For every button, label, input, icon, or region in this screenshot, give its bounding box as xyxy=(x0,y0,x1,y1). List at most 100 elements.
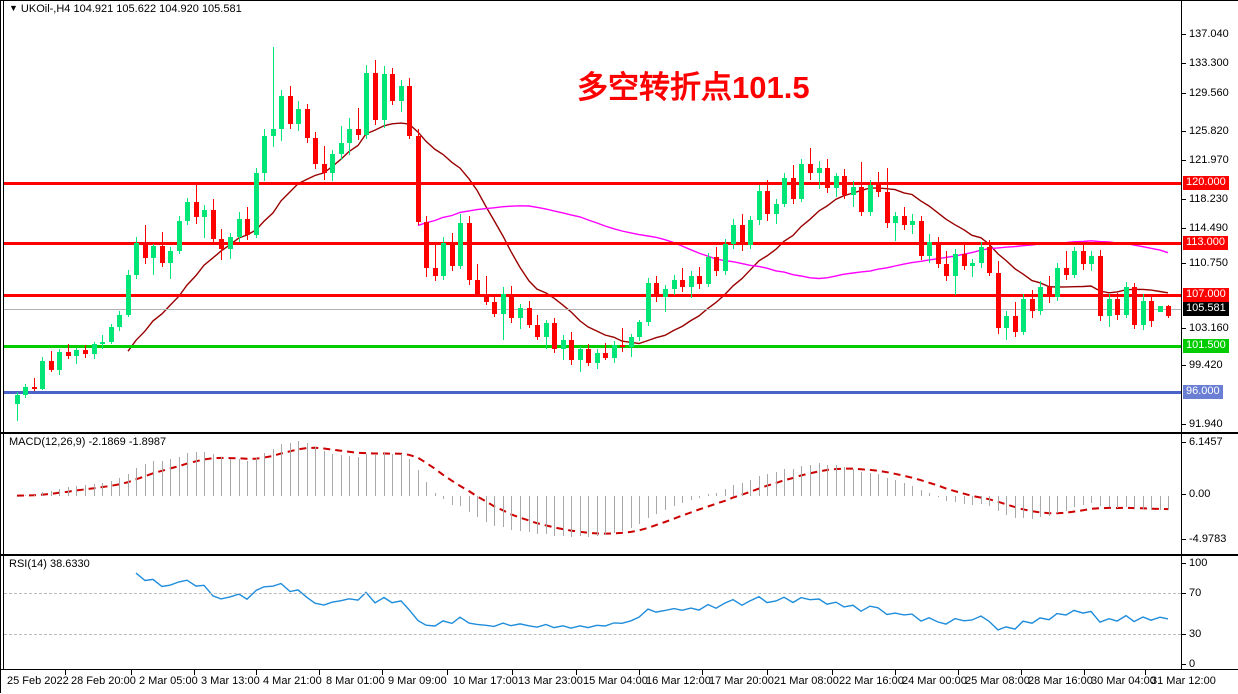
price-pane[interactable]: ▼ UKOil-,H4 104.921 105.622 104.920 105.5… xyxy=(1,1,1238,433)
time-axis-label: 15 Mar 04:00 xyxy=(583,675,648,687)
candle-body xyxy=(74,349,79,357)
candle-body xyxy=(458,222,463,267)
candle-body xyxy=(1158,305,1163,312)
candle-body xyxy=(330,153,335,173)
macd-histogram-bar xyxy=(699,495,700,498)
macd-plot-area[interactable] xyxy=(4,434,1181,554)
macd-histogram-bar xyxy=(230,458,231,496)
candle-body xyxy=(910,221,915,225)
time-axis[interactable]: 25 Feb 2022 28 Feb 20:00 2 Mar 05:00 3 Mar … xyxy=(1,670,1238,694)
price-level-tag[interactable]: 105.581 xyxy=(1183,302,1229,316)
rsi-tick xyxy=(1182,593,1186,594)
price-level-tag[interactable]: 101.500 xyxy=(1183,339,1229,353)
price-level-tag[interactable]: 113.000 xyxy=(1183,236,1228,250)
candle-body xyxy=(996,273,1001,329)
candle-body xyxy=(1072,251,1077,275)
macd-histogram-bar xyxy=(1091,495,1092,503)
price-level-tag[interactable]: 107.000 xyxy=(1183,288,1229,302)
candle-body xyxy=(825,167,830,189)
time-separator xyxy=(1021,670,1022,675)
hline-resistance-120[interactable] xyxy=(4,182,1181,185)
macd-histogram-bar xyxy=(1117,495,1118,509)
candle-body xyxy=(1047,286,1052,298)
time-axis-label: 2 Mar 05:00 xyxy=(139,675,198,687)
time-separator xyxy=(447,670,448,675)
time-separator xyxy=(194,670,195,675)
macd-axis[interactable]: 6.1457 0.00 -4.9783 xyxy=(1181,434,1238,554)
rsi-plot-area[interactable] xyxy=(4,556,1181,669)
macd-histogram-bar xyxy=(401,454,402,496)
macd-histogram-bar xyxy=(870,472,871,496)
price-tick xyxy=(1182,131,1186,132)
macd-histogram-bar xyxy=(614,495,615,533)
candle-body xyxy=(313,138,318,165)
macd-histogram-bar xyxy=(998,495,999,512)
candle-body xyxy=(177,221,182,252)
price-tick-label: 133.300 xyxy=(1189,57,1229,69)
hline-resistance-113[interactable] xyxy=(4,242,1181,245)
candle-body xyxy=(748,220,753,246)
macd-histogram-bar xyxy=(503,495,504,528)
candle-body xyxy=(322,164,327,173)
macd-histogram-bar xyxy=(819,463,820,496)
macd-histogram-bar xyxy=(605,495,606,535)
macd-histogram-bar xyxy=(1126,495,1127,508)
candle-body xyxy=(962,253,967,267)
rsi-pane[interactable]: RSI(14) 38.6330 100 70 30 0 xyxy=(1,555,1238,670)
candle-body xyxy=(1124,286,1129,315)
rsi-axis[interactable]: 100 70 30 0 xyxy=(1181,556,1238,670)
macd-histogram-bar xyxy=(494,495,495,526)
time-axis-label: 10 Mar 17:00 xyxy=(453,675,518,687)
candle-body xyxy=(757,190,762,221)
candle-body xyxy=(731,224,736,245)
candle-body xyxy=(987,247,992,273)
candle-body xyxy=(1004,316,1009,329)
candle-body xyxy=(893,215,898,223)
hline-last-price[interactable] xyxy=(4,309,1181,310)
candle-body xyxy=(1149,300,1154,322)
macd-histogram-bar xyxy=(443,495,444,499)
hline-support-101-5[interactable] xyxy=(4,345,1181,348)
candle-body xyxy=(219,239,224,249)
candle-body xyxy=(202,209,207,217)
candle-body xyxy=(817,167,822,173)
hline-support-96[interactable] xyxy=(4,391,1181,394)
macd-histogram-bar xyxy=(298,441,299,496)
macd-histogram-bar xyxy=(1160,495,1161,510)
rsi-tick-label: 30 xyxy=(1189,628,1202,640)
candle-body xyxy=(774,203,779,215)
price-axis[interactable]: 137.040 133.300 129.560 125.820 121.970 118.2… xyxy=(1181,1,1238,432)
candle-wick xyxy=(605,343,606,361)
price-tick-label: 110.750 xyxy=(1189,257,1228,269)
price-level-tag[interactable]: 96.000 xyxy=(1183,385,1223,399)
annotation-label[interactable]: 多空转折点101.5 xyxy=(577,70,810,105)
candle-body xyxy=(569,340,574,361)
candle-body xyxy=(1089,255,1094,265)
time-separator xyxy=(256,670,257,675)
candle-wick xyxy=(819,161,820,190)
time-axis-label: 28 Mar 16:00 xyxy=(1028,675,1093,687)
candle-body xyxy=(706,257,711,285)
collapse-icon[interactable]: ▼ xyxy=(9,3,18,13)
candle-wick xyxy=(273,47,274,147)
macd-histogram-bar xyxy=(119,478,120,496)
candle-wick xyxy=(170,247,171,280)
candle-wick xyxy=(102,335,103,350)
price-tick xyxy=(1182,199,1186,200)
price-level-tag[interactable]: 120.000 xyxy=(1183,176,1229,190)
rsi-level-30 xyxy=(4,633,1181,635)
time-separator xyxy=(958,670,959,675)
hline-resistance-107[interactable] xyxy=(4,294,1181,297)
price-plot-area[interactable]: 多空转折点101.5 xyxy=(4,1,1181,432)
macd-pane[interactable]: MACD(12,26,9) -2.1869 -1.8987 6.1457 0.00… xyxy=(1,433,1238,555)
candle-body xyxy=(433,267,438,277)
macd-histogram-bar xyxy=(972,495,973,505)
candle-wick xyxy=(682,267,683,293)
candle-body xyxy=(944,264,949,277)
macd-histogram-bar xyxy=(563,495,564,536)
candle-wick xyxy=(1066,250,1067,280)
macd-histogram-bar xyxy=(264,453,265,496)
macd-histogram-bar xyxy=(588,495,589,537)
time-separator xyxy=(895,670,896,675)
time-axis-label: 28 Feb 20:00 xyxy=(71,675,136,687)
